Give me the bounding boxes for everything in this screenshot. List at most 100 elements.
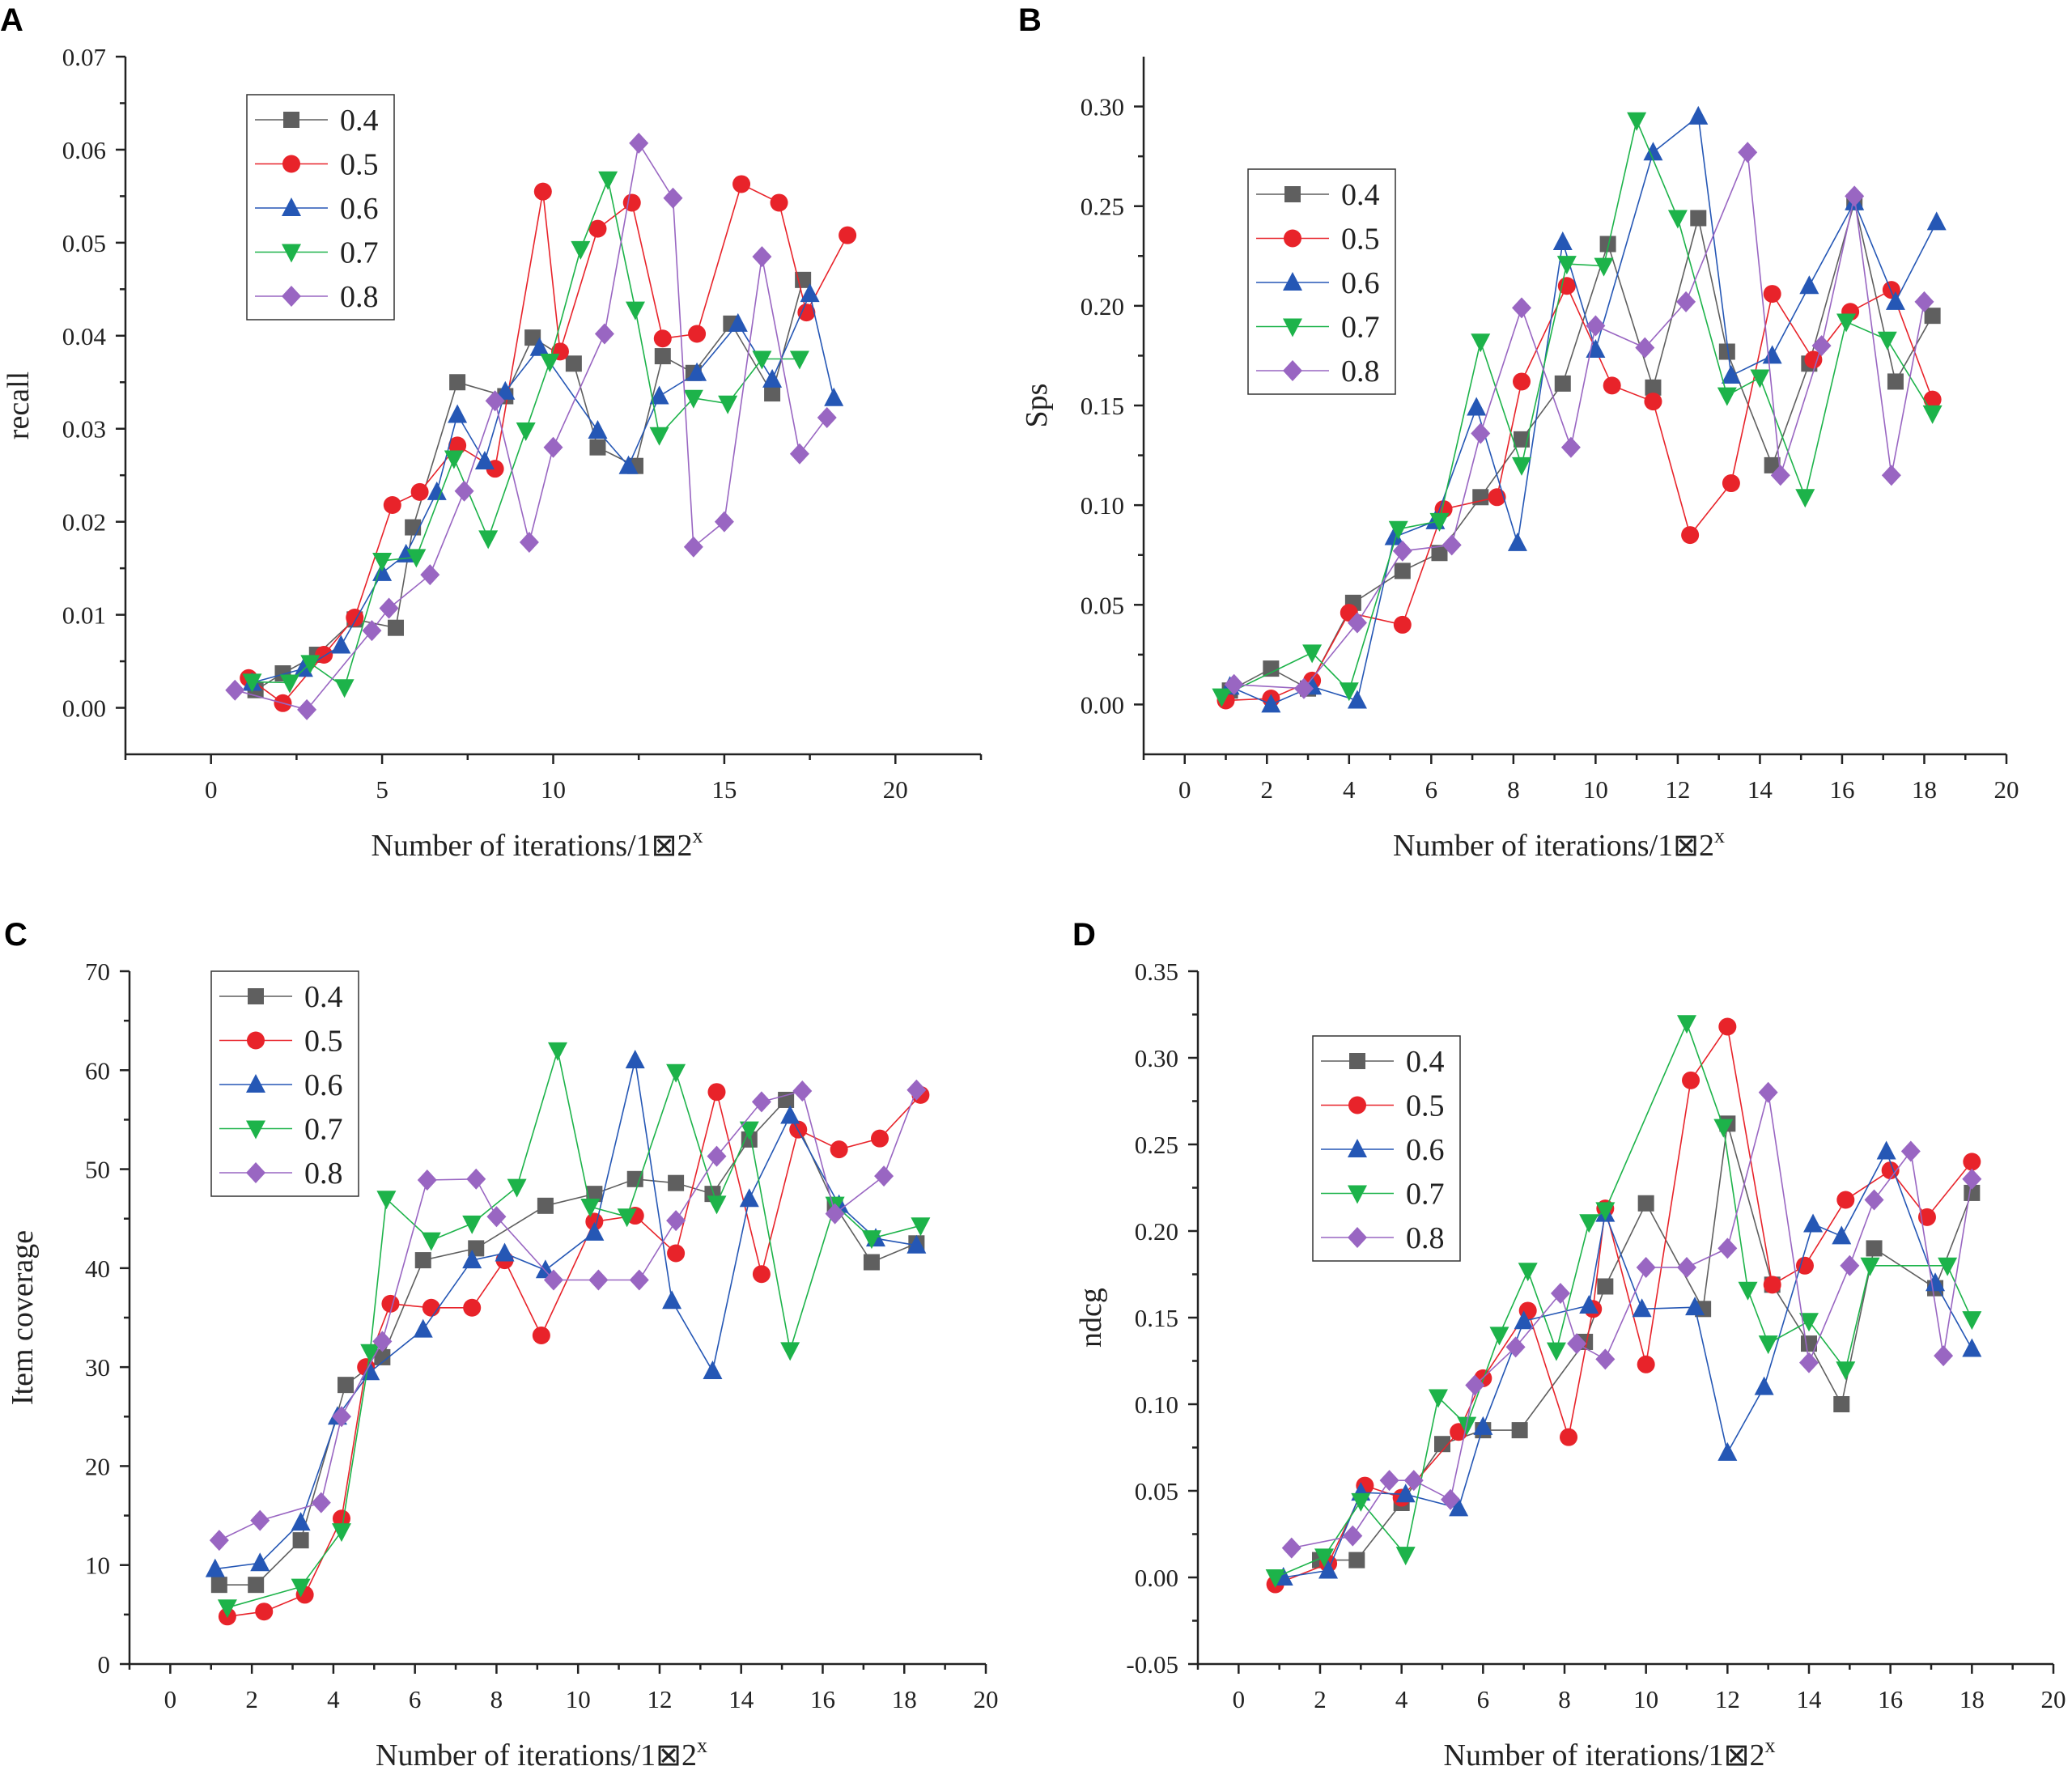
data-point bbox=[533, 182, 552, 201]
legend-marker bbox=[282, 155, 300, 173]
data-point bbox=[580, 1199, 601, 1218]
data-point bbox=[405, 519, 422, 536]
data-point bbox=[1261, 694, 1281, 713]
data-point bbox=[1721, 365, 1741, 384]
data-point bbox=[703, 1361, 723, 1380]
x-tick-label: 0 bbox=[164, 1685, 177, 1713]
data-point bbox=[250, 1552, 270, 1572]
x-tick-label: 16 bbox=[810, 1685, 835, 1713]
data-point bbox=[1343, 1525, 1363, 1547]
x-tick-label: 20 bbox=[2041, 1685, 2066, 1713]
y-tick-label: 0.25 bbox=[1135, 1131, 1178, 1159]
data-point bbox=[1926, 1272, 1946, 1292]
x-tick-label: 12 bbox=[647, 1685, 672, 1713]
data-point bbox=[1758, 1335, 1778, 1355]
data-point bbox=[1513, 372, 1531, 391]
data-point bbox=[379, 597, 399, 619]
data-point bbox=[537, 1197, 554, 1214]
x-tick-label: 14 bbox=[1797, 1685, 1823, 1713]
data-point bbox=[839, 226, 857, 244]
data-point bbox=[1567, 1333, 1587, 1355]
data-point bbox=[374, 1348, 391, 1365]
data-point bbox=[248, 1577, 265, 1594]
data-point bbox=[543, 1269, 563, 1291]
legend-item-0-7: 0.7 bbox=[1256, 311, 1380, 345]
data-point bbox=[1763, 1276, 1781, 1294]
data-point bbox=[1770, 465, 1790, 486]
legend-label: 0.8 bbox=[340, 280, 379, 314]
data-point bbox=[830, 1140, 848, 1159]
data-point bbox=[1934, 1345, 1954, 1367]
data-point bbox=[666, 1063, 686, 1083]
data-point bbox=[1351, 1492, 1371, 1512]
data-point bbox=[1681, 526, 1700, 545]
x-tick-label: 0 bbox=[205, 775, 218, 804]
data-point bbox=[1603, 376, 1621, 395]
legend-box bbox=[1247, 168, 1396, 395]
data-point bbox=[1441, 534, 1462, 556]
data-point bbox=[1384, 526, 1404, 546]
y-tick-label: 0.10 bbox=[1081, 491, 1124, 520]
data-point bbox=[331, 635, 351, 654]
series-0-7 bbox=[217, 1042, 931, 1619]
legend-item-0-7: 0.7 bbox=[255, 236, 379, 270]
data-point bbox=[1392, 540, 1412, 562]
data-point bbox=[205, 1558, 225, 1577]
data-point bbox=[1388, 520, 1408, 540]
data-point bbox=[1758, 1081, 1778, 1103]
data-point bbox=[797, 304, 816, 322]
data-point bbox=[1645, 379, 1662, 396]
y-tick-label: 0.20 bbox=[1135, 1217, 1178, 1246]
data-point bbox=[752, 350, 772, 370]
legend-marker bbox=[248, 988, 264, 1004]
data-point bbox=[1632, 1298, 1652, 1318]
y-tick-label: 0.10 bbox=[1135, 1390, 1178, 1419]
data-point bbox=[1718, 1017, 1737, 1036]
legend-box bbox=[210, 970, 359, 1197]
data-point bbox=[906, 1079, 927, 1101]
data-point bbox=[1552, 231, 1573, 251]
data-point bbox=[588, 219, 607, 238]
legend-marker bbox=[282, 286, 301, 307]
y-tick-label: 0.00 bbox=[62, 694, 106, 723]
x-tick-label: 6 bbox=[1477, 1685, 1490, 1713]
legend-marker bbox=[246, 1074, 265, 1093]
data-point bbox=[762, 368, 783, 388]
data-point bbox=[1718, 343, 1735, 360]
x-tick-label: 16 bbox=[1829, 775, 1854, 804]
data-point bbox=[1685, 1297, 1705, 1316]
data-point bbox=[1471, 422, 1491, 444]
y-tick-label: 50 bbox=[85, 1156, 110, 1184]
x-tick-label: 2 bbox=[245, 1685, 258, 1713]
data-point bbox=[1717, 387, 1737, 406]
x-tick-label: 14 bbox=[728, 1685, 754, 1713]
legend-item-0-7: 0.7 bbox=[1321, 1178, 1445, 1212]
x-tick-label: 4 bbox=[1395, 1685, 1408, 1713]
data-point bbox=[1667, 210, 1688, 229]
data-point bbox=[1795, 1256, 1814, 1275]
x-tick-label: 16 bbox=[1878, 1685, 1903, 1713]
data-point bbox=[388, 619, 405, 636]
data-point bbox=[1489, 1327, 1509, 1346]
data-point bbox=[362, 620, 382, 642]
y-tick-label: 0.00 bbox=[1081, 690, 1124, 719]
data-point bbox=[1595, 1202, 1616, 1221]
data-point bbox=[1677, 1256, 1696, 1278]
legend-label: 0.6 bbox=[1406, 1133, 1445, 1167]
x-tick-label: 18 bbox=[1912, 775, 1937, 804]
legend-marker bbox=[1284, 229, 1301, 248]
data-point bbox=[291, 1512, 311, 1531]
data-point bbox=[780, 1105, 800, 1124]
data-point bbox=[626, 1170, 643, 1187]
data-point bbox=[332, 1509, 350, 1528]
y-tick-label: 0.15 bbox=[1135, 1304, 1178, 1332]
legend-item-0-7: 0.7 bbox=[219, 1113, 343, 1147]
data-point bbox=[1429, 512, 1450, 532]
data-point bbox=[1595, 1348, 1616, 1370]
legend-item-0-5: 0.5 bbox=[219, 1025, 343, 1059]
data-point bbox=[751, 1091, 771, 1113]
x-tick-label: 4 bbox=[327, 1685, 340, 1713]
legend-label: 0.7 bbox=[340, 236, 379, 270]
legend-marker bbox=[246, 1120, 265, 1140]
series-0-7 bbox=[242, 171, 809, 698]
